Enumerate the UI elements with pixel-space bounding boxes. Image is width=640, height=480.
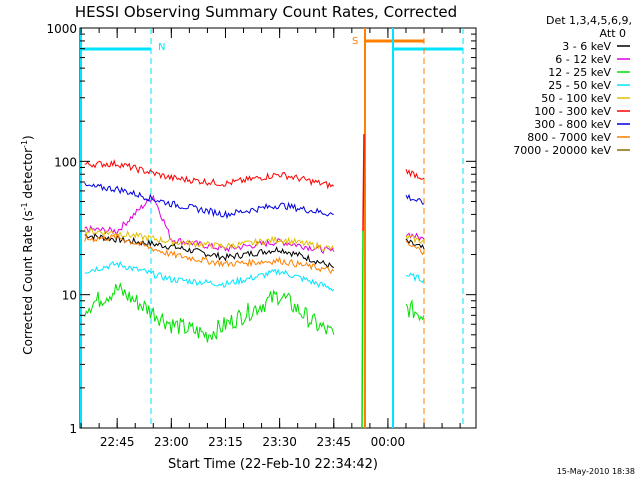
legend-label-7: 800 - 7000 keV	[527, 131, 611, 144]
y-tick-label: 1	[69, 422, 77, 436]
series-line-3-b	[405, 272, 425, 284]
series-line-4	[84, 227, 335, 251]
x-tick-label: 23:45	[316, 435, 351, 449]
y-tick-label: 100	[54, 155, 77, 169]
series-line-1-b	[405, 232, 425, 242]
legend-label-5: 100 - 300 keV	[534, 105, 611, 118]
x-axis-label: Start Time (22-Feb-10 22:34:42)	[168, 457, 378, 472]
flare-spike-green	[361, 231, 364, 429]
plot-frame	[79, 27, 477, 429]
plot-axes	[79, 27, 477, 429]
y-axis-label-sup2: -1	[20, 140, 29, 148]
series-line-7	[84, 232, 335, 275]
legend-label-4: 50 - 100 keV	[541, 92, 611, 105]
series-line-0-b	[405, 238, 425, 250]
series-line-0	[84, 232, 334, 269]
night-label: N	[158, 42, 165, 53]
y-axis-label-end: )	[21, 135, 35, 140]
y-axis-label-sup1: -1	[20, 202, 29, 210]
series-line-1	[84, 194, 335, 255]
y-axis-label: Corrected Count Rate (s-1 detector-1)	[20, 135, 35, 354]
y-tick-label: 10	[62, 289, 77, 303]
x-tick-label: 23:00	[154, 435, 189, 449]
legend-header-line2: Att 0	[600, 27, 626, 40]
series-line-6-b	[405, 193, 425, 205]
y-axis-label-main: Corrected Count Rate (s	[21, 210, 35, 354]
x-tick-label: 23:30	[262, 435, 297, 449]
x-tick-label: 22:45	[100, 435, 135, 449]
series-line-3	[84, 260, 335, 292]
x-tick-label: 00:00	[371, 435, 406, 449]
footer-date: 15-May-2010 18:38	[557, 467, 635, 476]
series-line-6	[84, 182, 334, 220]
legend-label-3: 25 - 50 keV	[548, 79, 611, 92]
series-line-7-b	[405, 240, 425, 256]
series-line-2-b	[405, 299, 425, 322]
saa-label: S	[352, 36, 358, 47]
legend-label-6: 300 - 800 keV	[534, 118, 611, 131]
series-line-2	[84, 281, 335, 343]
legend-label-0: 3 - 6 keV	[562, 40, 611, 53]
legend-header-line1: Det 1,3,4,5,6,9,	[546, 14, 632, 27]
x-tick-label: 23:15	[208, 435, 243, 449]
data-marks: NS	[80, 28, 464, 429]
series-line-5-b	[405, 168, 425, 180]
y-tick-label: 1000	[46, 22, 77, 36]
legend-label-1: 6 - 12 keV	[555, 53, 611, 66]
chart-title: HESSI Observing Summary Count Rates, Cor…	[75, 3, 457, 21]
axis-ticks: 1 10 100 1000 22:45 23:00 23:15 23:30 23:45 00:00	[46, 22, 476, 449]
y-axis-label-mid: detector	[21, 148, 35, 203]
series-line-5	[84, 159, 335, 190]
series-line-4-b	[405, 235, 425, 244]
flare-spike-red	[362, 134, 365, 232]
legend-label-8: 7000 - 20000 keV	[513, 144, 611, 157]
legend-label-2: 12 - 25 keV	[548, 66, 611, 79]
